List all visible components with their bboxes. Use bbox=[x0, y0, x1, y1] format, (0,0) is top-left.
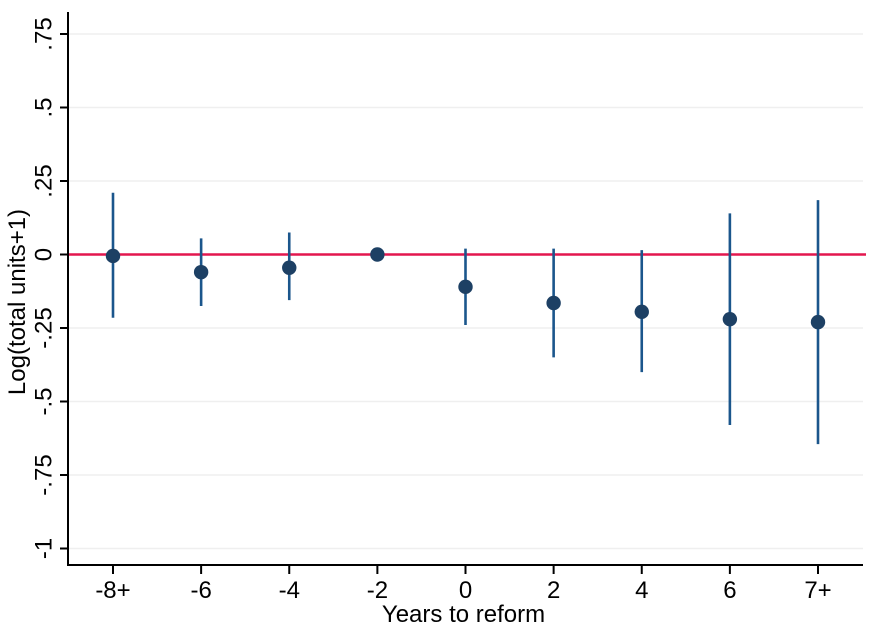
x-tick-label: 0 bbox=[459, 577, 472, 604]
y-tick-label: -.25 bbox=[31, 307, 58, 348]
coef-marker bbox=[722, 311, 738, 327]
coef-marker bbox=[282, 260, 297, 275]
x-axis-title: Years to reform bbox=[381, 601, 546, 628]
x-tick-label: 2 bbox=[547, 577, 560, 604]
y-tick-label: .5 bbox=[31, 97, 58, 117]
y-tick-label: .25 bbox=[31, 164, 58, 197]
x-tick-label: -2 bbox=[367, 577, 388, 604]
coef-marker bbox=[546, 295, 561, 311]
y-tick-label: .75 bbox=[31, 17, 58, 50]
coef-marker bbox=[105, 248, 121, 264]
y-tick-label: -1 bbox=[31, 538, 58, 559]
coef-marker bbox=[634, 304, 649, 320]
coef-marker bbox=[458, 279, 473, 295]
coef-marker bbox=[810, 314, 826, 330]
x-tick-label: 6 bbox=[723, 577, 736, 604]
x-tick-label: 4 bbox=[635, 577, 648, 604]
x-tick-label: -8+ bbox=[95, 577, 130, 604]
y-tick-label: -.5 bbox=[31, 387, 58, 415]
coef-marker bbox=[193, 264, 209, 280]
y-axis-title: Log(total units+1) bbox=[4, 208, 31, 396]
x-tick-label: -4 bbox=[279, 577, 300, 604]
x-tick-label: -6 bbox=[190, 577, 211, 604]
y-tick-label: 0 bbox=[31, 248, 58, 261]
y-tick-label: -.75 bbox=[31, 454, 58, 495]
coef-marker bbox=[370, 247, 385, 262]
x-tick-label: 7+ bbox=[804, 577, 831, 604]
